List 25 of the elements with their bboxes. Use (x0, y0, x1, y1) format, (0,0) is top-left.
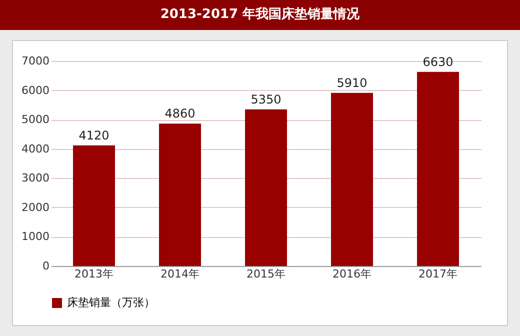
data-label: 5350 (250, 92, 282, 106)
bar (245, 109, 287, 266)
y-tick-label: 0 (42, 260, 50, 272)
x-tick-label: 2016年 (332, 268, 372, 280)
data-label: 6630 (422, 54, 454, 69)
data-label: 5910 (336, 76, 368, 90)
data-label: 4860 (164, 106, 196, 121)
y-tick-label: 2000 (22, 200, 50, 214)
y-tick-label: 6000 (22, 84, 50, 97)
bar (73, 145, 115, 266)
x-tick-label: 2017年 (418, 268, 458, 280)
x-tick-label: 2013年 (74, 268, 114, 280)
legend-label: 床垫销量（万张） (67, 296, 155, 309)
y-tick-label: 5000 (22, 113, 50, 126)
y-tick-label: 1000 (22, 230, 50, 244)
bar (159, 124, 201, 266)
bar (417, 72, 459, 266)
y-tick-label: 7000 (22, 54, 50, 68)
data-label: 4120 (78, 128, 110, 142)
y-tick-label: 4000 (22, 142, 50, 156)
y-tick-label: 3000 (22, 172, 50, 185)
bar (331, 92, 373, 266)
x-tick-label: 2015年 (246, 268, 286, 280)
x-tick-label: 2014年 (160, 268, 200, 280)
chart-title: 2013-2017 年我国床垫销量情况 (0, 0, 520, 30)
